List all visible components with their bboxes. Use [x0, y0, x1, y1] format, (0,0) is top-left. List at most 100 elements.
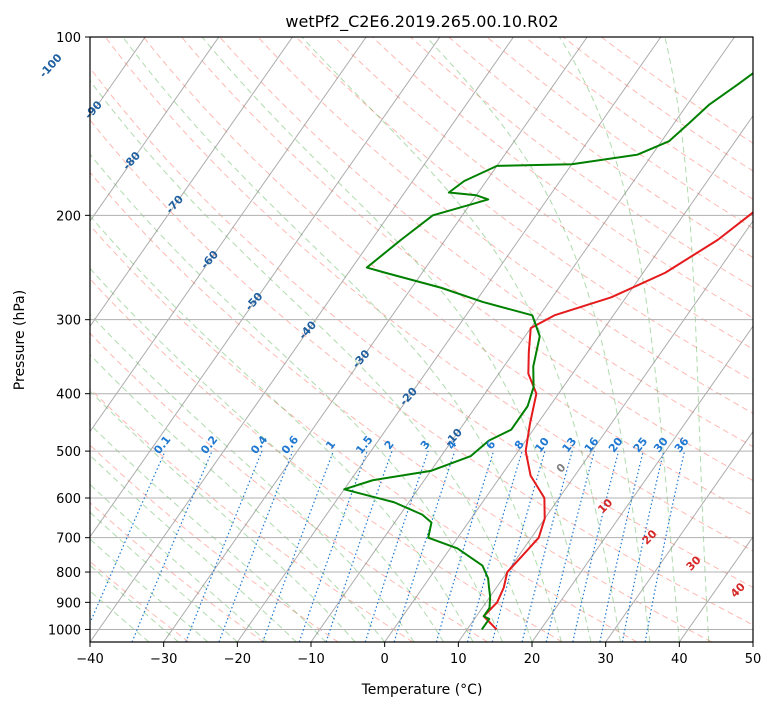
- isotherm-line: [531, 325, 753, 642]
- x-tick-label: 20: [524, 652, 541, 667]
- mixing-ratio-line: [185, 450, 263, 642]
- y-axis-ticks: 100 200 300 400 500 600 700 800 900 1000: [48, 31, 90, 638]
- isotherm-line: [752, 641, 753, 642]
- y-tick-label: 600: [56, 492, 81, 507]
- moist-adiabat-line: [122, 37, 562, 642]
- x-axis-label: Temperature (°C): [361, 682, 483, 698]
- mixing-ratio-line: [393, 450, 456, 642]
- chart-title: wetPf2_C2E6.2019.265.00.10.R02: [285, 12, 558, 32]
- mixing-ratio-line: [262, 450, 335, 642]
- mixing-ratio-line: [325, 450, 393, 642]
- mixing-ratio-label: 1: [323, 438, 338, 452]
- x-tick-label: 40: [671, 652, 688, 667]
- isotherm-line: [457, 220, 753, 642]
- moist-adiabat-label: -50: [243, 290, 266, 314]
- dry-adiabat-line: [333, 37, 753, 350]
- dry-adiabat-line: [143, 37, 753, 516]
- dry-adiabat-line: [372, 37, 753, 319]
- mixing-ratio-line: [621, 450, 665, 642]
- moist-adiabat-line: [90, 538, 209, 642]
- mixing-ratio-label: 8: [512, 438, 527, 452]
- dry-adiabat-line: [90, 444, 339, 642]
- dry-adiabat-line: [90, 332, 488, 642]
- mixing-ratio-label: 13: [560, 435, 580, 455]
- moist-adiabat-line: [90, 483, 268, 642]
- isotherm-line: [678, 535, 753, 642]
- mixing-ratio-line: [466, 450, 523, 642]
- moist-adiabat-label: -70: [163, 193, 186, 217]
- mixing-ratio-label: 20: [606, 435, 626, 455]
- isotherm-line: [0, 37, 72, 642]
- y-axis-label: Pressure (hPa): [12, 290, 28, 390]
- y-tick-label: 800: [56, 566, 81, 581]
- plot-frame: [89, 36, 754, 643]
- dry-adiabat-line: [90, 278, 563, 642]
- series-group: [343, 71, 753, 631]
- moist-adiabat-line: [90, 454, 297, 642]
- moist-adiabat-line: [90, 267, 445, 642]
- dry-adiabat-line: [601, 37, 753, 144]
- mixing-ratio-label: 25: [631, 435, 651, 455]
- isotherm-line: [605, 430, 753, 642]
- moist-adiabat-label: -80: [120, 149, 143, 173]
- dry-adiabat-line: [562, 37, 753, 172]
- x-axis-ticks: −40 −30 −20 −10 0 10 20 30 40 50: [76, 642, 761, 667]
- moist-adiabat-line: [90, 354, 386, 642]
- mixing-ratio-line: [521, 450, 573, 642]
- moist-adiabat-label: -60: [198, 248, 221, 272]
- mixing-ratio-label: 10: [532, 435, 552, 455]
- x-tick-label: −30: [150, 652, 177, 667]
- moist-adiabat-line: [90, 564, 179, 642]
- y-tick-label: 700: [56, 532, 81, 547]
- y-tick-label: 1000: [48, 623, 81, 638]
- dry-adiabat-line: [90, 119, 753, 626]
- mixing-ratio-label: 0.6: [279, 433, 301, 457]
- lcl-label: 0: [554, 461, 569, 476]
- mixing-ratio-label: 16: [582, 435, 602, 455]
- moist-adiabat-line: [201, 37, 592, 642]
- dry-adiabat-line: [486, 37, 753, 229]
- moist-adiabat-label: -30: [350, 347, 373, 371]
- mixing-ratio-line: [131, 450, 213, 642]
- isotherm-line: [384, 114, 753, 642]
- y-tick-label: 100: [56, 31, 81, 46]
- isotherm-line: [90, 37, 441, 538]
- mixing-ratio-label: 1.5: [353, 433, 375, 456]
- isotherm-line: [236, 37, 662, 642]
- mixing-ratio-line: [572, 450, 620, 642]
- dry-adiabat-line: [295, 37, 753, 382]
- dry-adiabat-line: [257, 37, 753, 414]
- moist-adiabat-line: [90, 313, 415, 642]
- isotherm-line: [90, 37, 367, 433]
- dry-adiabat-line: [448, 37, 753, 259]
- dry-adiabat-line: [90, 67, 753, 588]
- isotherm-line: [163, 37, 588, 642]
- moist-adiabat-line: [90, 390, 356, 642]
- x-tick-label: 10: [450, 652, 467, 667]
- y-tick-label: 500: [56, 445, 81, 460]
- lcl-label: 20: [640, 527, 660, 547]
- isotherm-line: [90, 37, 293, 328]
- dry-adiabat-line: [90, 501, 264, 642]
- mixing-ratio-label: 3: [418, 438, 433, 452]
- x-tick-label: 0: [381, 652, 389, 667]
- lcl-label: 30: [684, 553, 704, 573]
- y-tick-label: 900: [56, 596, 81, 611]
- isotherm-line: [90, 37, 220, 222]
- moist-adiabat-label: -100: [37, 51, 65, 80]
- dry-adiabat-line: [410, 37, 753, 289]
- dry-adiabat-line: [524, 37, 753, 200]
- temperature-profile-line: [482, 211, 753, 631]
- moist-adiabat-line: [90, 153, 503, 642]
- y-tick-label: 400: [56, 388, 81, 403]
- moist-adiabat-line: [90, 423, 327, 642]
- y-tick-label: 200: [56, 209, 81, 224]
- moist-adiabat-line: [425, 37, 651, 642]
- lcl-label: 10: [595, 496, 615, 516]
- dewpoint-profile-line: [343, 71, 753, 631]
- mixing-ratio-line: [364, 450, 429, 642]
- mixing-ratio-line: [90, 450, 166, 625]
- dry-adiabat-line: [104, 37, 753, 552]
- moist-adiabat-label: -90: [82, 98, 105, 122]
